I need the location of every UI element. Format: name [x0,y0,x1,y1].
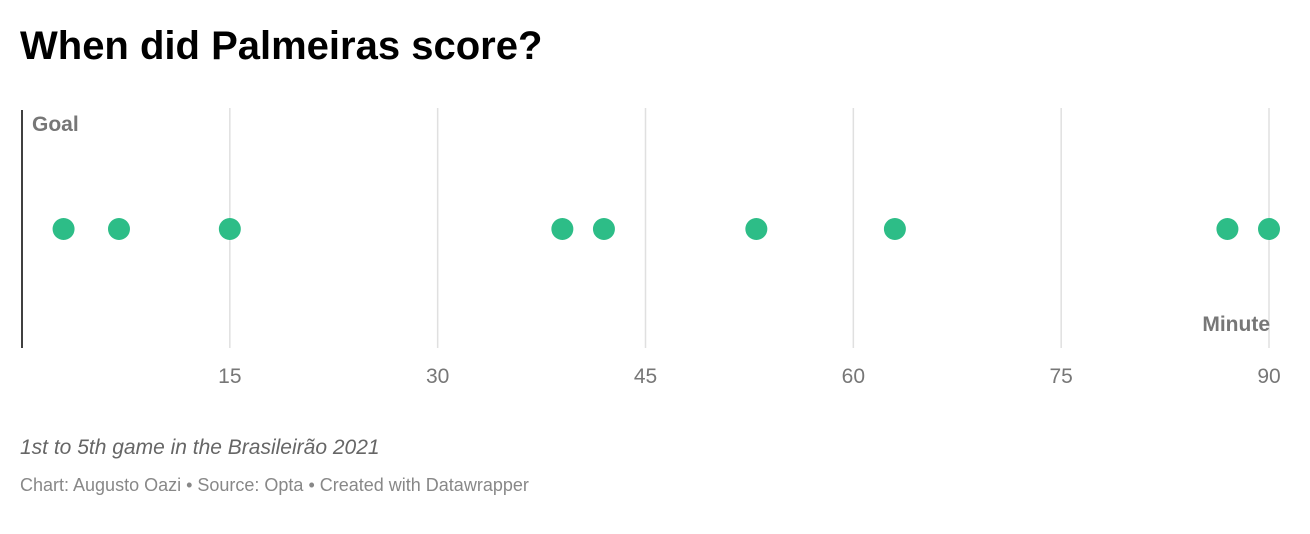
chart-footer: Chart: Augusto Oazi • Source: Opta • Cre… [20,475,529,495]
x-tick-label: 60 [842,365,865,388]
x-tick-labels: 15 30 45 60 75 90 [218,365,1281,388]
x-tick-label: 75 [1049,365,1072,388]
x-tick-label: 45 [634,365,657,388]
goal-dot [592,218,615,240]
goal-dot [52,218,75,240]
goal-dots [52,218,1280,240]
goal-dot [745,218,768,240]
x-axis-label: Minute [1202,313,1270,336]
goal-dot [883,218,906,240]
dot-plot: Goal Minute 15 30 45 60 75 90 [21,108,1281,388]
chart-description: 1st to 5th game in the Brasileirão 2021 [20,436,380,459]
x-tick-label: 30 [426,365,449,388]
chart-title: When did Palmeiras score? [20,24,543,68]
x-tick-label: 15 [218,365,241,388]
y-axis-label: Goal [32,113,79,136]
goal-dot [218,218,241,240]
x-tick-label: 90 [1257,365,1280,388]
goal-dot [107,218,130,240]
goal-dot [1258,218,1280,240]
goal-dot [1216,218,1239,240]
goal-dot [551,218,574,240]
